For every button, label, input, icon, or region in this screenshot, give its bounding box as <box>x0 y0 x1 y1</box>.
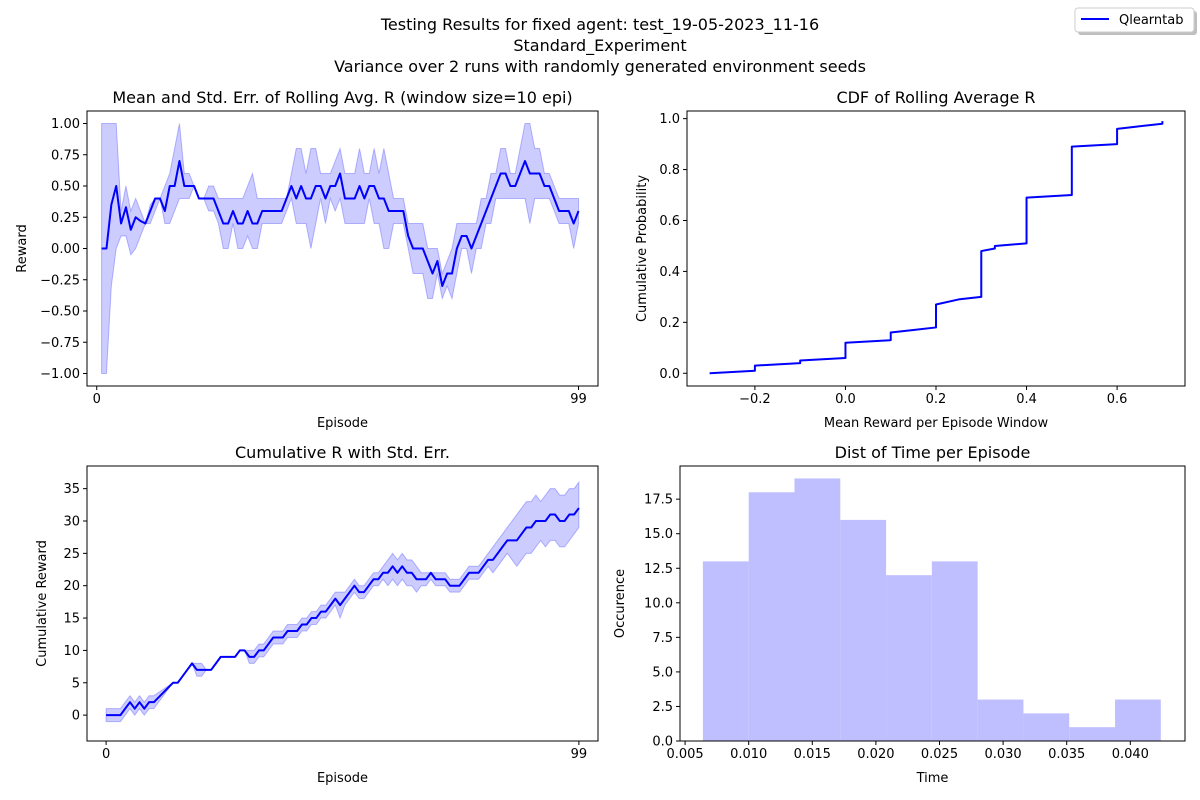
y-tick-label: −0.50 <box>40 305 80 320</box>
y-tick-label: 35 <box>63 482 80 497</box>
y-tick-label: 10 <box>63 644 80 659</box>
chart-title: Dist of Time per Episode <box>835 443 1031 462</box>
y-tick-label: 0.6 <box>659 214 680 229</box>
chart-cdf: CDF of Rolling Average R Mean Reward per … <box>635 88 1186 431</box>
x-tick-label: 0.020 <box>857 747 894 762</box>
x-tick-label: 0.6 <box>1107 392 1128 407</box>
x-axis-label: Time <box>916 771 949 786</box>
std-err-band <box>101 123 580 374</box>
y-tick-label: 0.2 <box>659 316 680 331</box>
y-tick-label: 0 <box>72 709 80 724</box>
y-tick-label: 0.0 <box>659 367 680 382</box>
y-tick-label: −1.00 <box>40 367 80 382</box>
axes-frame <box>679 465 1186 742</box>
y-tick-label: 1.0 <box>659 112 680 127</box>
cdf-line <box>709 121 1164 375</box>
y-tick-label: 5 <box>72 676 80 691</box>
histogram-bar <box>886 575 932 741</box>
y-tick-label: 0.25 <box>51 211 80 226</box>
x-tick-label: 0.4 <box>1016 392 1037 407</box>
chart-title: Cumulative R with Std. Err. <box>235 443 450 462</box>
y-tick-label: −0.25 <box>40 273 80 288</box>
y-tick-label: 15 <box>63 612 80 627</box>
x-tick-label: 0.035 <box>1048 747 1085 762</box>
x-tick-label: 0 <box>93 392 101 407</box>
chart-title: CDF of Rolling Average R <box>836 88 1035 107</box>
y-tick-label: 20 <box>63 579 80 594</box>
y-tick-label: 0.75 <box>51 148 80 163</box>
legend-label: Qlearntab <box>1119 13 1183 28</box>
histogram-bar <box>1069 727 1116 741</box>
y-tick-label: 0.4 <box>659 265 680 280</box>
y-tick-label: 25 <box>63 547 80 562</box>
y-tick-label: 1.00 <box>51 117 80 132</box>
x-axis-label: Mean Reward per Episode Window <box>824 416 1049 431</box>
y-axis-label: Cumulative Reward <box>35 540 50 667</box>
legend-frame <box>1074 7 1195 33</box>
x-tick-label: 0.025 <box>921 747 958 762</box>
y-tick-label: 7.5 <box>652 631 673 646</box>
chart-rolling: Mean and Std. Err. of Rolling Avg. R (wi… <box>15 88 599 431</box>
histogram-bar <box>977 699 1024 741</box>
figure-title-line-3: Variance over 2 runs with randomly gener… <box>334 57 866 76</box>
x-tick-label: 0.005 <box>666 747 703 762</box>
y-tick-label: 12.5 <box>644 562 673 577</box>
y-tick-label: 15.0 <box>644 527 673 542</box>
x-tick-label: 0.010 <box>730 747 767 762</box>
x-tick-label: 0.0 <box>835 392 856 407</box>
y-tick-label: 0.00 <box>51 242 80 257</box>
x-tick-label: 0.030 <box>984 747 1021 762</box>
histogram-bar <box>702 561 749 741</box>
y-tick-label: −0.75 <box>40 336 80 351</box>
y-tick-label: 5.0 <box>652 665 673 680</box>
x-tick-label: 0 <box>102 747 110 762</box>
histogram-bar <box>840 519 887 741</box>
axes-frame <box>86 465 599 742</box>
y-tick-label: 0.8 <box>659 163 680 178</box>
charts-area: Mean and Std. Err. of Rolling Avg. R (wi… <box>15 88 1186 786</box>
chart-hist: Dist of Time per Episode Time Occurence 0.0… <box>613 443 1186 786</box>
y-tick-label: 0.0 <box>652 735 673 750</box>
mean-line <box>106 507 580 717</box>
histogram-bar <box>748 492 795 741</box>
y-axis-label: Reward <box>15 224 30 272</box>
chart-title: Mean and Std. Err. of Rolling Avg. R (wi… <box>112 88 572 107</box>
chart-cumulative: Cumulative R with Std. Err. Episode Cumula… <box>35 443 599 786</box>
x-tick-label: −0.2 <box>739 392 771 407</box>
y-tick-label: 17.5 <box>644 493 673 508</box>
figure-title-line-2: Standard_Experiment <box>513 36 686 56</box>
x-tick-label: 99 <box>571 747 588 762</box>
legend: Qlearntab <box>1074 7 1197 35</box>
x-tick-label: 0.015 <box>794 747 831 762</box>
mean-line <box>101 160 580 287</box>
figure-title-line-1: Testing Results for fixed agent: test_19… <box>380 15 819 35</box>
y-tick-label: 2.5 <box>652 700 673 715</box>
y-axis-label: Occurence <box>613 569 628 638</box>
histogram-bar <box>1115 699 1161 741</box>
histogram-bar <box>794 478 841 741</box>
y-tick-label: 0.50 <box>51 180 80 195</box>
x-tick-label: 0.040 <box>1112 747 1149 762</box>
x-tick-label: 99 <box>570 392 587 407</box>
x-axis-label: Episode <box>317 771 368 786</box>
y-axis-label: Cumulative Probability <box>635 175 650 322</box>
histogram-bar <box>1023 713 1070 741</box>
x-tick-label: 0.2 <box>926 392 947 407</box>
histogram-bar <box>931 561 978 741</box>
y-tick-label: 30 <box>63 515 80 530</box>
axes-frame <box>686 110 1186 387</box>
x-axis-label: Episode <box>317 416 368 431</box>
y-tick-label: 10.0 <box>644 596 673 611</box>
